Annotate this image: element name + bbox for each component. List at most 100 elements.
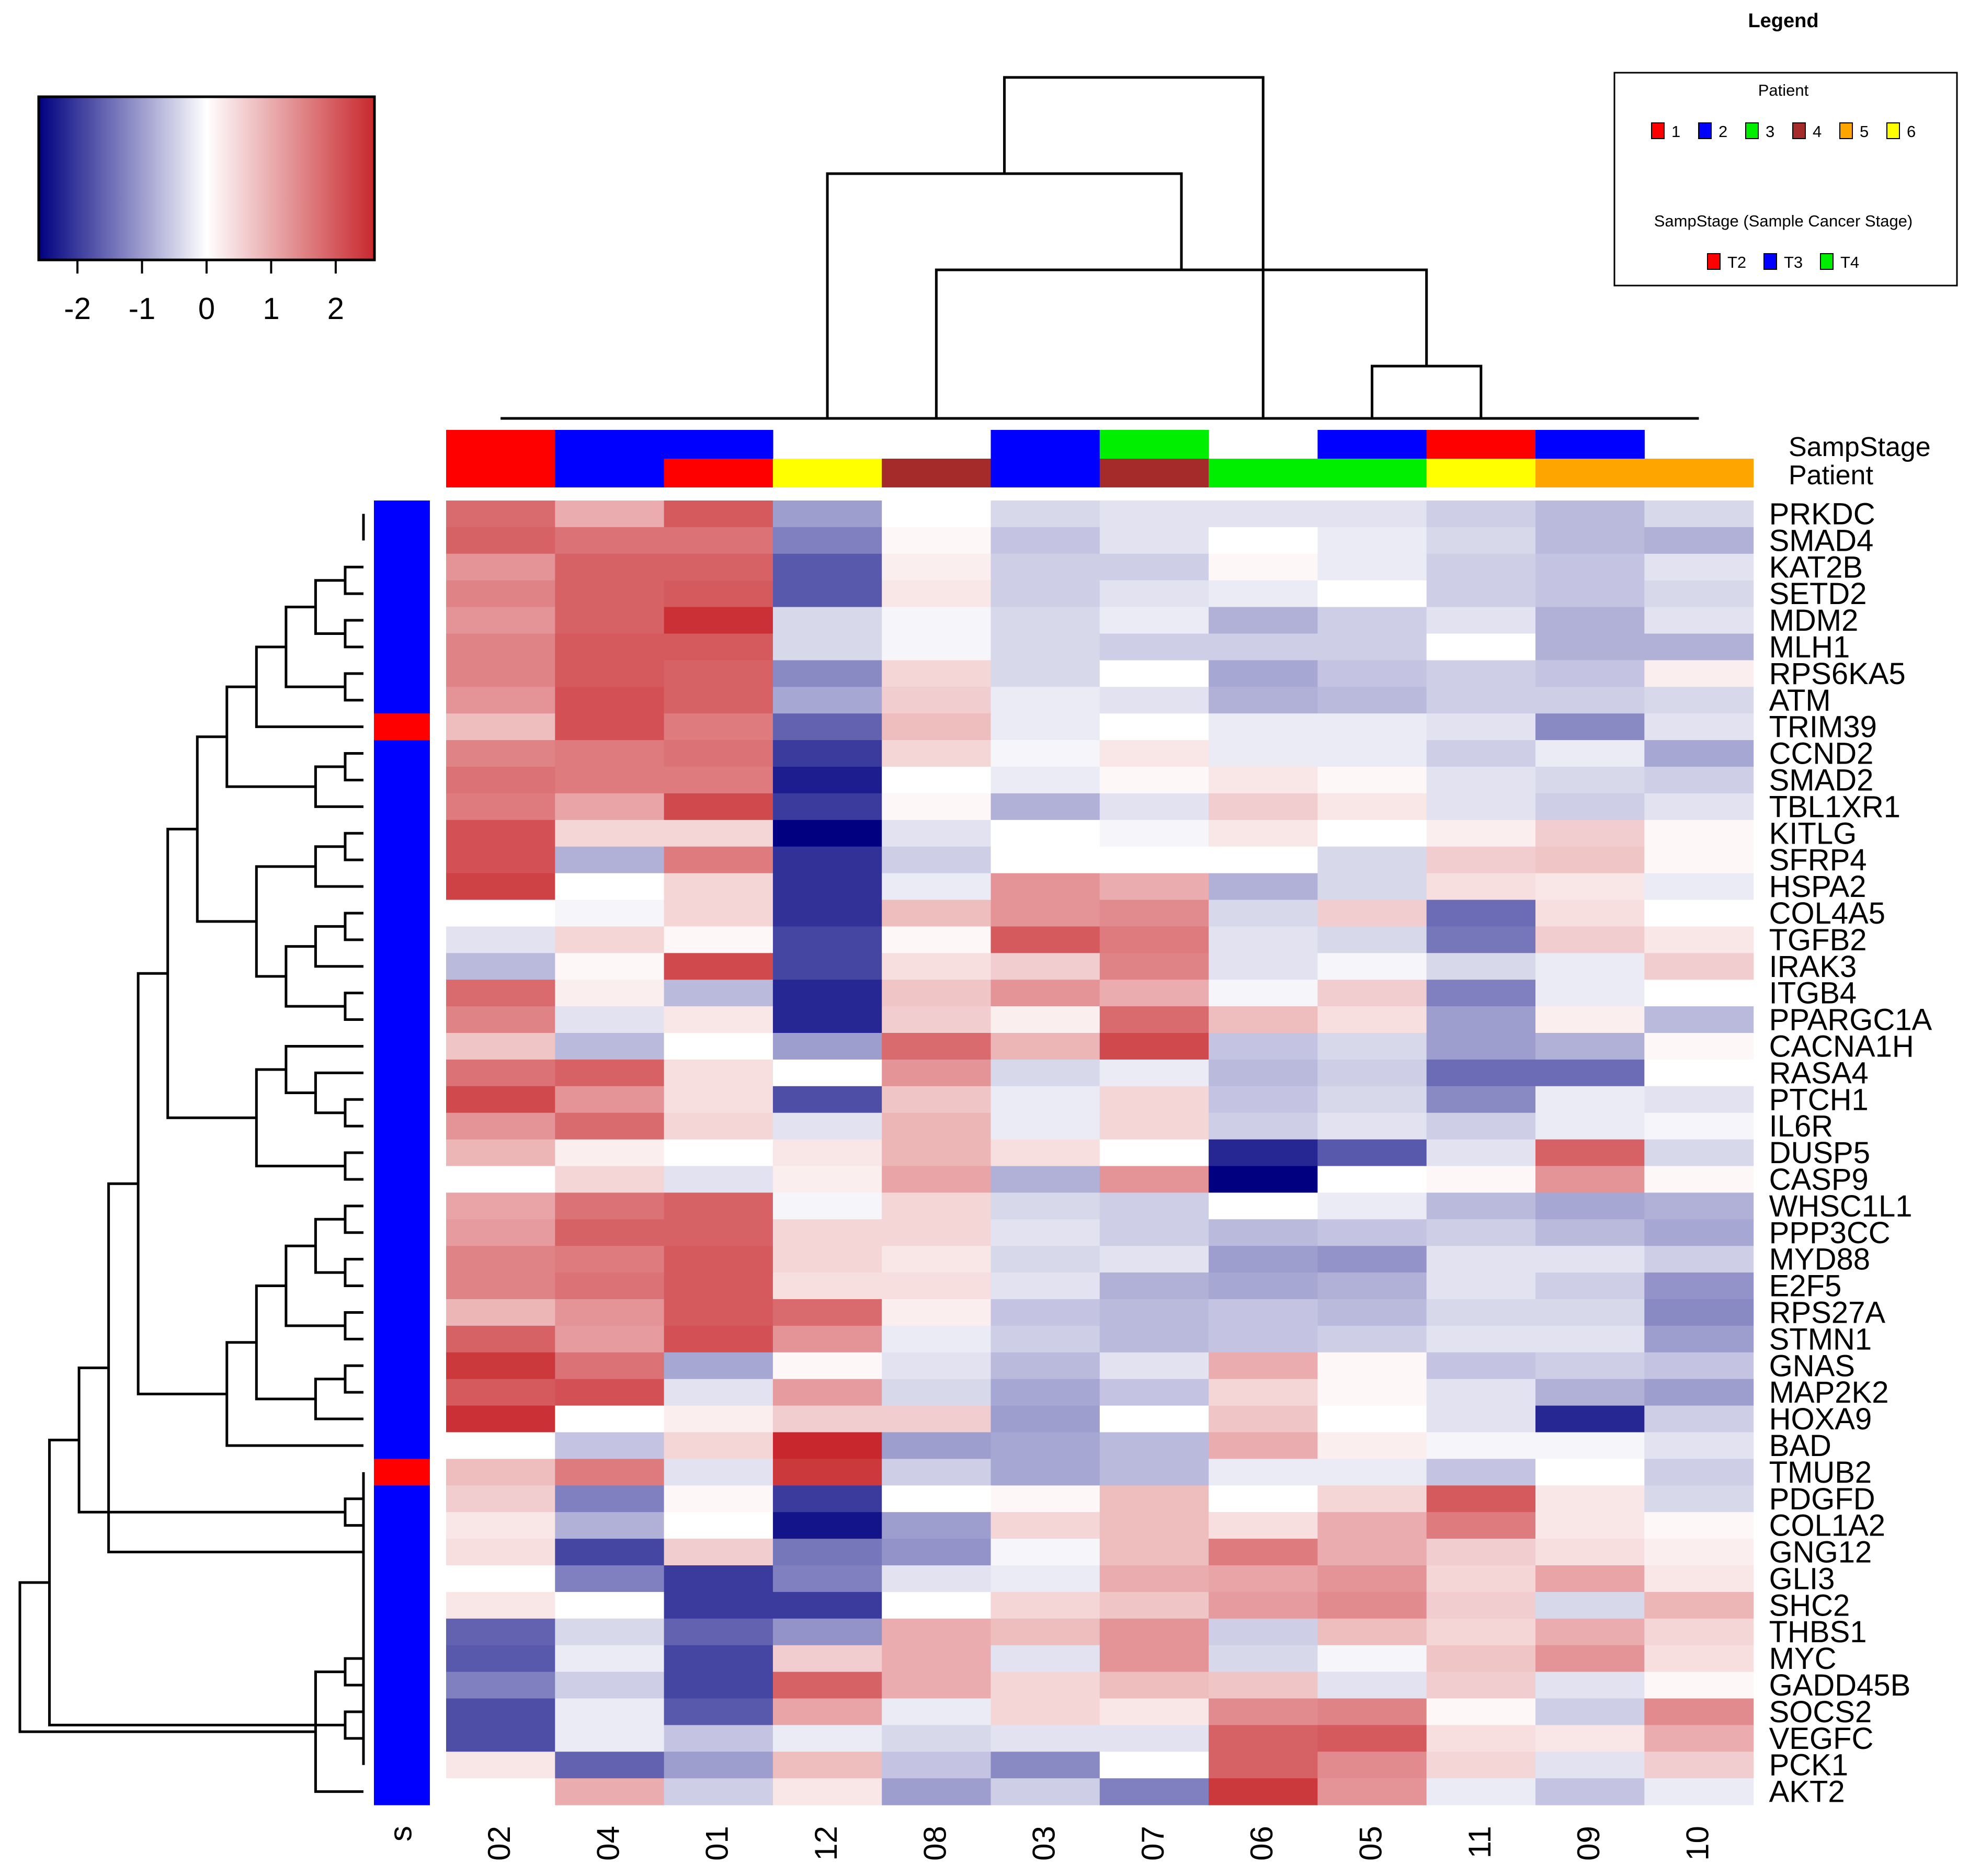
- heatmap-cell: [1317, 767, 1427, 794]
- heatmap-cell: [555, 1379, 665, 1406]
- heatmap-cell: [555, 501, 665, 528]
- heatmap-cell: [772, 1459, 882, 1486]
- heatmap-cell: [446, 740, 555, 767]
- row-label: PCK1: [1769, 1748, 1849, 1782]
- heatmap-cell: [882, 1512, 992, 1539]
- heatmap-cell: [446, 1618, 555, 1646]
- heatmap-cell: [991, 1485, 1100, 1513]
- heatmap-cell: [1099, 527, 1209, 554]
- heatmap-cell: [1426, 1512, 1536, 1539]
- heatmap-cell: [1535, 1752, 1645, 1779]
- heatmap-cell: [882, 580, 992, 608]
- row-dendrogram-branch: [255, 1284, 316, 1401]
- heatmap-cell: [1535, 713, 1645, 741]
- heatmap-cell: [1099, 1672, 1209, 1699]
- heatmap-cell: [555, 740, 665, 767]
- heatmap-cell: [1426, 1591, 1536, 1619]
- row-label: GNAS: [1769, 1349, 1855, 1383]
- row-annotation-cell: [374, 793, 430, 821]
- heatmap-cell: [1535, 1192, 1645, 1220]
- heatmap-cell: [1209, 1033, 1318, 1060]
- heatmap-cell: [1426, 1485, 1536, 1513]
- heatmap-cell: [1644, 1139, 1754, 1167]
- heatmap-cell: [991, 1059, 1100, 1087]
- heatmap-cell: [991, 926, 1100, 953]
- heatmap-cell: [555, 767, 665, 794]
- heatmap-cell: [1317, 1219, 1427, 1246]
- heatmap-cell: [1317, 633, 1427, 661]
- heatmap-cell: [991, 687, 1100, 714]
- heatmap-cell: [1099, 953, 1209, 980]
- heatmap-cell: [1099, 1086, 1209, 1113]
- heatmap-cell: [991, 1459, 1100, 1486]
- heatmap-cell: [664, 1139, 773, 1167]
- heatmap-cell: [882, 1352, 992, 1380]
- row-annotation-cell: [374, 1139, 430, 1167]
- heatmap-cell: [882, 687, 992, 714]
- sampstage-annotation-cell: [1099, 430, 1209, 459]
- heatmap-cell: [991, 1299, 1100, 1326]
- heatmap-cell: [991, 527, 1100, 554]
- heatmap-cell: [1209, 1166, 1318, 1193]
- heatmap-cell: [1209, 1725, 1318, 1752]
- heatmap-cell: [1317, 1059, 1427, 1087]
- row-annotation-cell: [374, 1379, 430, 1406]
- heatmap-cell: [991, 1272, 1100, 1300]
- heatmap-cell: [664, 553, 773, 581]
- row-label: BAD: [1769, 1429, 1831, 1463]
- column-label: 07: [1135, 1826, 1170, 1861]
- column-label: 01: [700, 1826, 735, 1861]
- heatmap-cell: [1099, 1752, 1209, 1779]
- heatmap-cell: [1644, 1325, 1754, 1353]
- heatmap-cell: [446, 793, 555, 821]
- heatmap-cell: [1317, 1352, 1427, 1380]
- heatmap-cell: [555, 660, 665, 687]
- heatmap-cell: [1209, 527, 1318, 554]
- row-labels: PRKDCSMAD4KAT2BSETD2MDM2MLH1RPS6KA5ATMTR…: [1769, 497, 1932, 1809]
- heatmap-cell: [555, 1725, 665, 1752]
- heatmap-cell: [1317, 926, 1427, 953]
- heatmap-cell: [1209, 1379, 1318, 1406]
- heatmap-cell: [991, 1725, 1100, 1752]
- heatmap-cell: [1426, 767, 1536, 794]
- heatmap-cell: [772, 980, 882, 1007]
- heatmap-cell: [882, 1672, 992, 1699]
- heatmap-cell: [555, 1166, 665, 1193]
- heatmap-cell: [555, 687, 665, 714]
- heatmap-cell: [1317, 1591, 1427, 1619]
- heatmap-cell: [664, 980, 773, 1007]
- heatmap-cell: [1644, 1672, 1754, 1699]
- heatmap-cell: [1426, 527, 1536, 554]
- heatmap-cell: [1209, 1485, 1318, 1513]
- heatmap-cell: [1209, 740, 1318, 767]
- heatmap-cell: [555, 1219, 665, 1246]
- heatmap-cell: [1535, 1485, 1645, 1513]
- heatmap-cell: [991, 740, 1100, 767]
- heatmap-cell: [1317, 1752, 1427, 1779]
- heatmap-cell: [1209, 1565, 1318, 1593]
- row-annotation-cell: [374, 1459, 430, 1486]
- heatmap-cell: [446, 1246, 555, 1273]
- heatmap-cell: [1209, 1778, 1318, 1805]
- heatmap-cell: [1099, 1565, 1209, 1593]
- row-dendrogram-branch: [314, 925, 363, 968]
- heatmap-cell: [1535, 1325, 1645, 1353]
- row-label: CCND2: [1769, 737, 1874, 771]
- heatmap-cell: [882, 1459, 992, 1486]
- heatmap-cell: [1426, 793, 1536, 821]
- heatmap-cell: [1644, 1272, 1754, 1300]
- column-label: 10: [1680, 1826, 1715, 1861]
- heatmap-cell: [1317, 1405, 1427, 1433]
- heatmap-cell: [991, 1139, 1100, 1167]
- sampstage-annotation-cell: [555, 430, 665, 459]
- heatmap-cell: [772, 1352, 882, 1380]
- heatmap-cell: [555, 793, 665, 821]
- row-annotation-cell: [374, 1006, 430, 1033]
- heatmap-cell: [1535, 1379, 1645, 1406]
- row-label: PPARGC1A: [1769, 1003, 1932, 1037]
- heatmap-cell: [446, 1672, 555, 1699]
- heatmap-cell: [772, 1246, 882, 1273]
- heatmap-cell: [664, 607, 773, 634]
- row-label: PDGFD: [1769, 1482, 1875, 1516]
- heatmap-cell: [1209, 1672, 1318, 1699]
